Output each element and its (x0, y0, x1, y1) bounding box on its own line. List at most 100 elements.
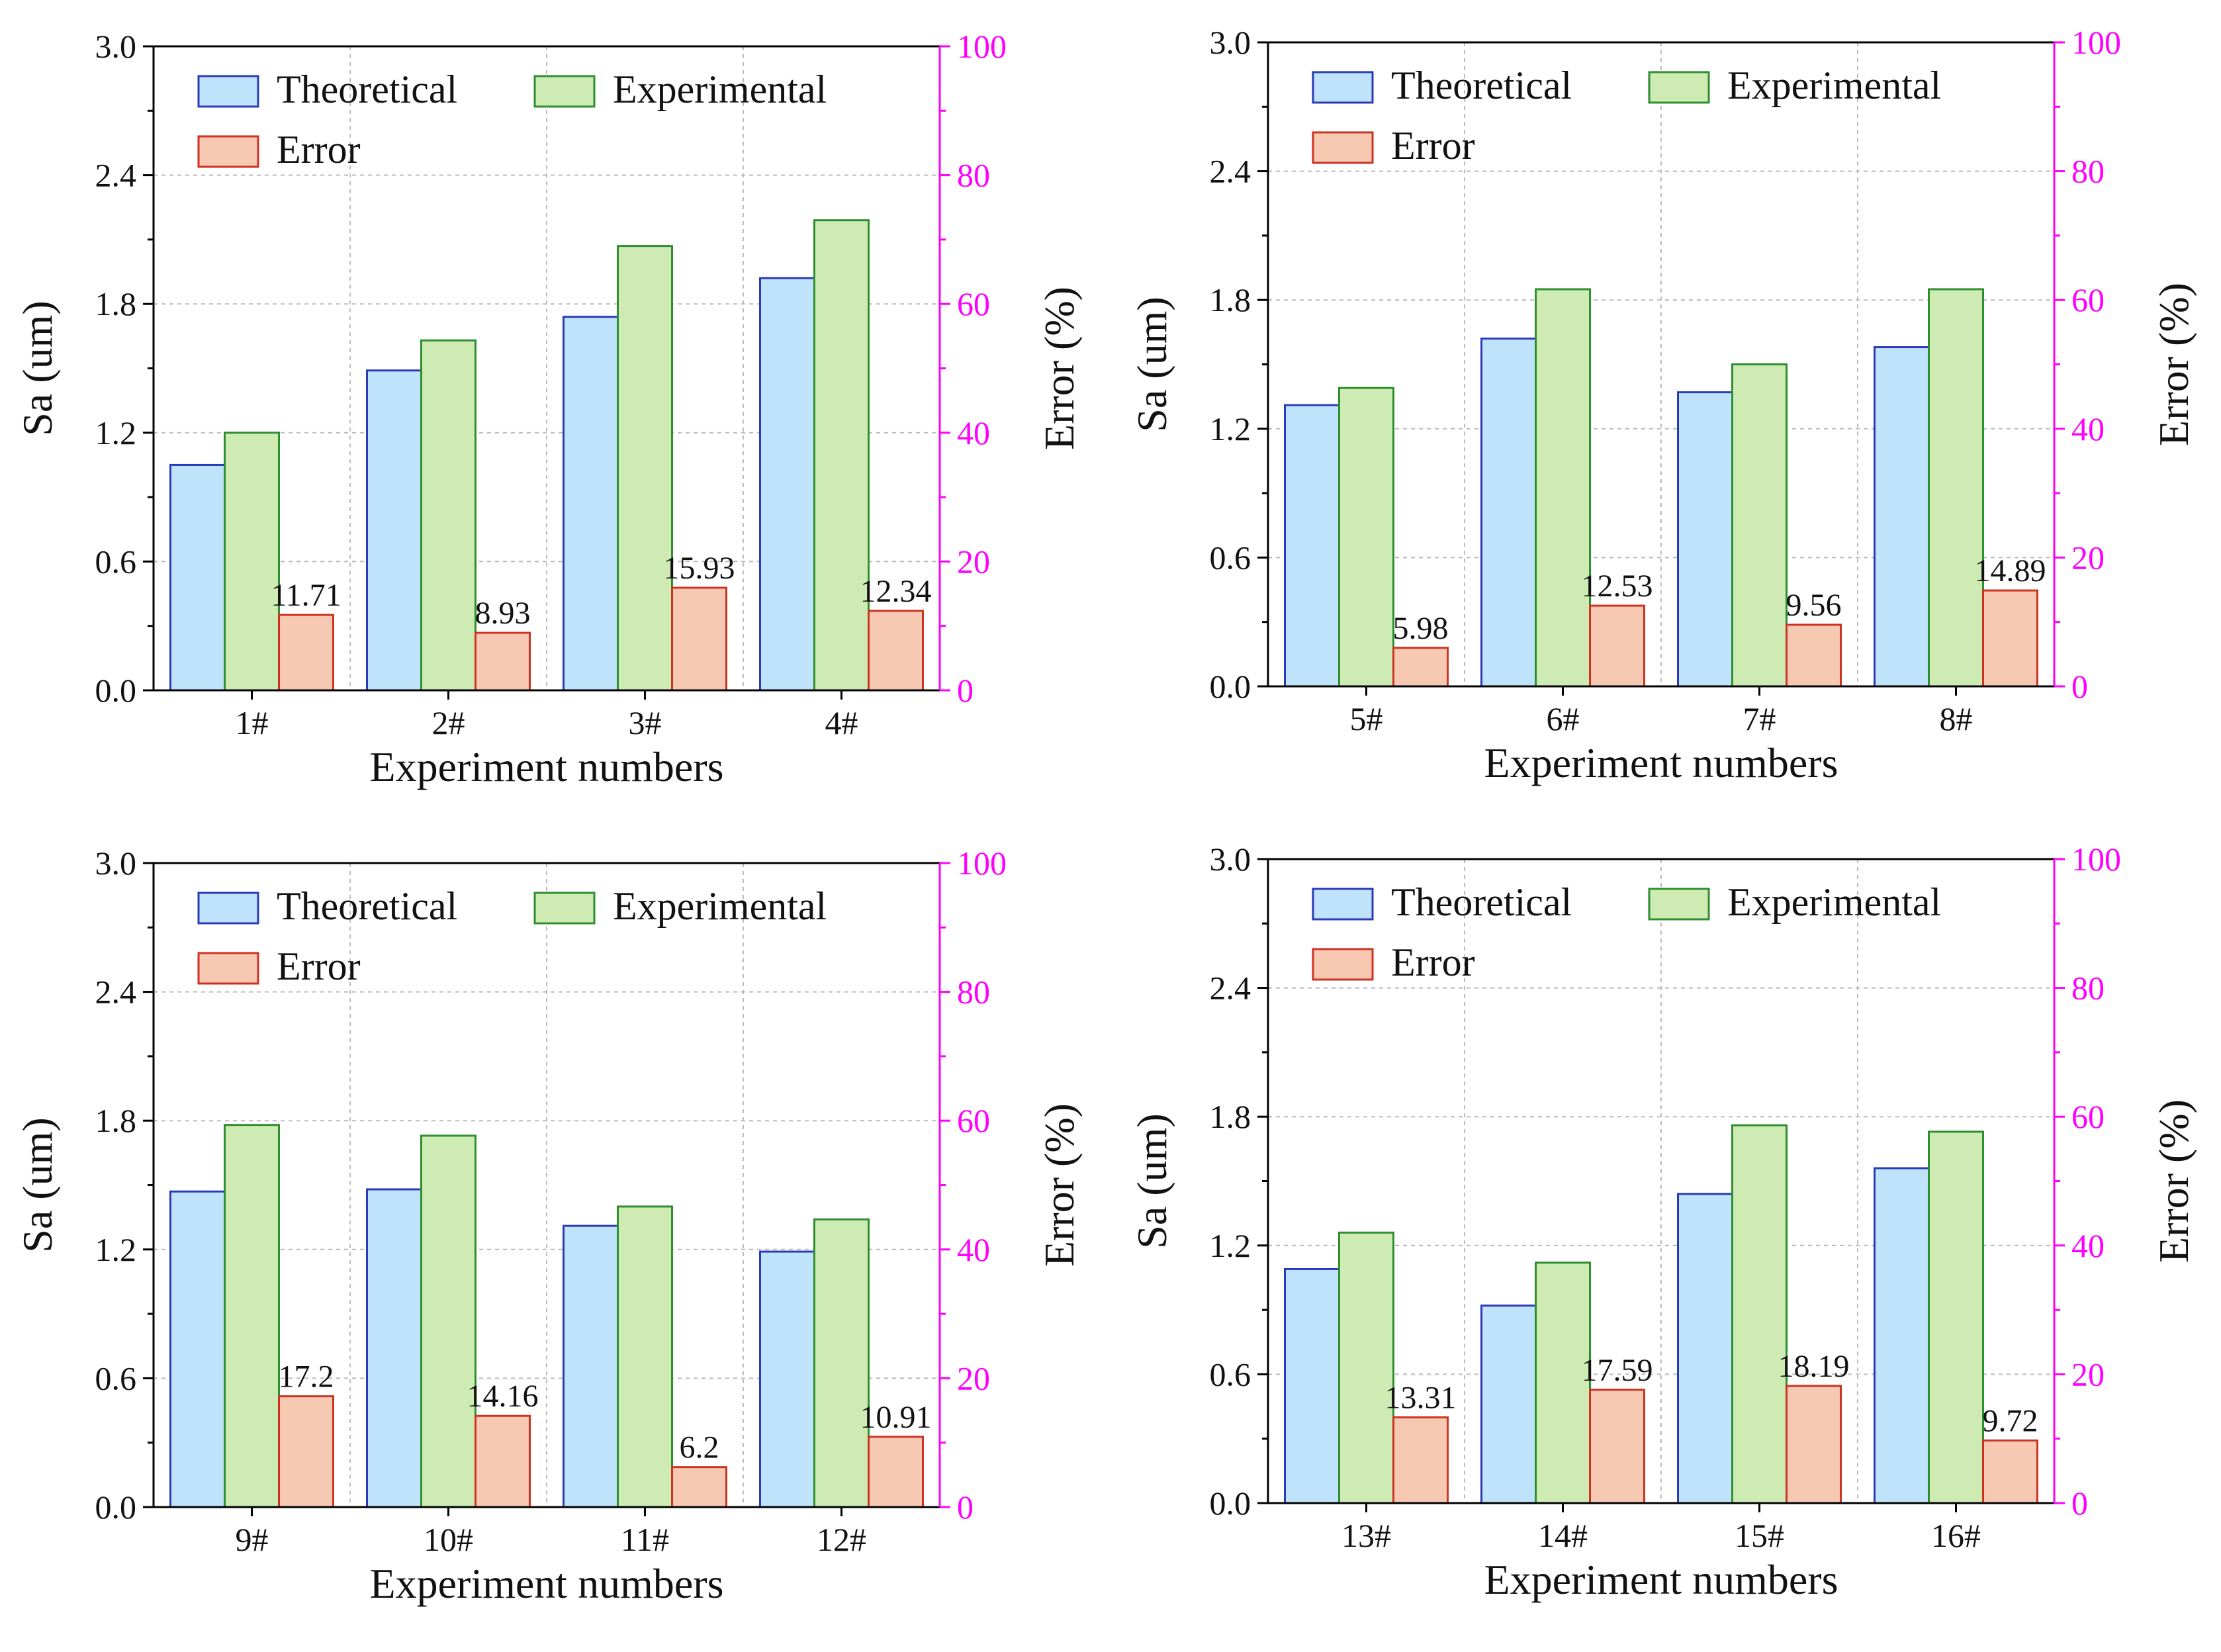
legend-item: Experimental (1648, 64, 1941, 107)
y2-tick-label: 20 (957, 543, 990, 580)
legend-item: Error (197, 944, 361, 988)
error-data-label: 9.56 (1786, 588, 1842, 623)
legend-item: Theoretical (197, 68, 457, 111)
legend: Theoretical Experimental Error (1312, 64, 1941, 167)
y-axis-title: Sa (um) (14, 1117, 61, 1252)
y2-tick-label: 100 (2071, 24, 2121, 61)
x-tick-label: 11# (621, 1521, 669, 1558)
y2-axis-title: Error (%) (1036, 1103, 1083, 1267)
legend-item: Experimental (533, 884, 827, 928)
y-tick-label: 2.4 (95, 157, 137, 194)
legend-item: Theoretical (1312, 64, 1572, 107)
theoretical-bar (563, 316, 619, 692)
legend: Theoretical Experimental Error (197, 884, 827, 988)
error-data-label: 9.72 (1983, 1403, 2038, 1438)
error-data-label: 6.2 (680, 1430, 719, 1465)
chart-panel-4: 13.31 13# 17.59 14# 18.19 15# 9.72 16# 0.0 0.6 1.2… (1114, 826, 2206, 1640)
error-data-label: 5.98 (1393, 611, 1449, 646)
legend-label: Experimental (1727, 880, 1941, 924)
legend-swatch (197, 135, 259, 168)
y-axis-title: Sa (um) (14, 300, 61, 436)
error-data-label: 13.31 (1385, 1380, 1457, 1415)
y2-tick-label: 20 (2071, 1355, 2105, 1393)
error-data-label: 17.2 (279, 1359, 334, 1395)
theoretical-bar (1480, 338, 1537, 688)
y-tick-label: 0.0 (1210, 1485, 1251, 1522)
error-data-label: 17.59 (1582, 1353, 1653, 1388)
error-bar (868, 610, 924, 692)
error-bar (1392, 1416, 1449, 1504)
experimental-bar (1535, 1262, 1591, 1504)
legend-swatch (197, 892, 259, 925)
error-data-label: 14.89 (1975, 553, 2046, 588)
error-bar (1392, 647, 1449, 688)
experimental-bar (1535, 288, 1591, 688)
y2-tick-label: 0 (2071, 1485, 2088, 1522)
bar-group: 14.16 (366, 1134, 539, 1508)
bar-group: 9.72 (1874, 1130, 2038, 1504)
y2-tick-label: 40 (957, 414, 990, 451)
x-tick-label: 10# (424, 1521, 473, 1558)
error-bar (671, 1466, 727, 1508)
experimental-bar (1731, 1124, 1788, 1504)
experimental-bar (617, 245, 673, 692)
error-bar (278, 614, 334, 692)
y-tick-label: 1.2 (1210, 410, 1251, 447)
legend-label: Theoretical (277, 884, 457, 928)
x-axis-title: Experiment numbers (370, 743, 724, 790)
chart-svg-4: 13.31 13# 17.59 14# 18.19 15# 9.72 16# 0.0 0.6 1.2… (1128, 841, 2197, 1603)
y2-tick-label: 0 (957, 1489, 974, 1526)
y2-tick-label: 40 (957, 1231, 990, 1268)
theoretical-bar (1874, 1167, 1930, 1504)
y-tick-label: 0.0 (95, 1489, 137, 1526)
experimental-bar (420, 339, 476, 692)
y2-tick-label: 60 (957, 285, 990, 322)
chart-svg-1: 11.71 1# 8.93 2# 15.93 3# 12.34 4# 0.0 0.6 1.2 1.8 2… (14, 28, 1083, 790)
y2-axis-title: Error (%) (1036, 287, 1083, 450)
legend-swatch (1312, 888, 1374, 921)
experimental-bar (1338, 387, 1394, 688)
y2-tick-label: 80 (2071, 970, 2105, 1007)
y-axis-title: Sa (um) (1128, 297, 1175, 432)
chart-panel-2: 5.98 5# 12.53 6# 9.56 7# 14.89 8# 0.0 0.6 1.2 1.8 2.… (1114, 9, 2206, 823)
y2-tick-label: 100 (957, 28, 1007, 65)
y2-axis-title: Error (%) (2150, 1099, 2197, 1263)
error-bar (475, 1414, 531, 1508)
y-tick-label: 2.4 (1210, 970, 1251, 1007)
y-tick-label: 0.0 (1210, 668, 1251, 705)
y-tick-label: 1.2 (1210, 1227, 1251, 1264)
error-bar (671, 586, 727, 692)
y2-tick-label: 100 (2071, 841, 2121, 878)
error-data-label: 14.16 (467, 1379, 539, 1414)
legend-label: Theoretical (277, 68, 457, 111)
y2-tick-label: 80 (957, 974, 990, 1011)
legend-item: Theoretical (197, 884, 457, 928)
y-tick-label: 1.8 (95, 285, 137, 322)
y2-tick-label: 20 (2071, 539, 2105, 576)
y-tick-label: 3.0 (1210, 841, 1251, 878)
x-axis-title: Experiment numbers (1484, 1556, 1838, 1603)
y-tick-label: 1.8 (1210, 281, 1251, 318)
y-tick-label: 3.0 (1210, 24, 1251, 61)
y-tick-label: 0.6 (95, 1359, 137, 1397)
experimental-bar (224, 432, 280, 692)
legend-swatch (197, 75, 259, 108)
x-tick-label: 16# (1931, 1517, 1981, 1554)
legend-swatch (1648, 888, 1710, 921)
theoretical-bar (366, 1188, 422, 1508)
x-tick-label: 12# (817, 1521, 866, 1558)
y-tick-label: 2.4 (1210, 153, 1251, 190)
legend-label: Error (277, 128, 361, 171)
bar-group: 5.98 (1284, 387, 1449, 688)
error-data-label: 18.19 (1778, 1349, 1850, 1384)
x-tick-label: 13# (1341, 1517, 1391, 1554)
legend-item: Error (197, 128, 361, 171)
experimental-bar (1731, 363, 1788, 688)
theoretical-bar (1480, 1305, 1537, 1504)
error-bar (278, 1395, 334, 1508)
legend-label: Theoretical (1391, 64, 1572, 107)
x-axis-title: Experiment numbers (1484, 739, 1838, 786)
bar-group: 8.93 (366, 339, 531, 692)
theoretical-bar (759, 1250, 815, 1508)
error-data-label: 8.93 (475, 596, 531, 631)
